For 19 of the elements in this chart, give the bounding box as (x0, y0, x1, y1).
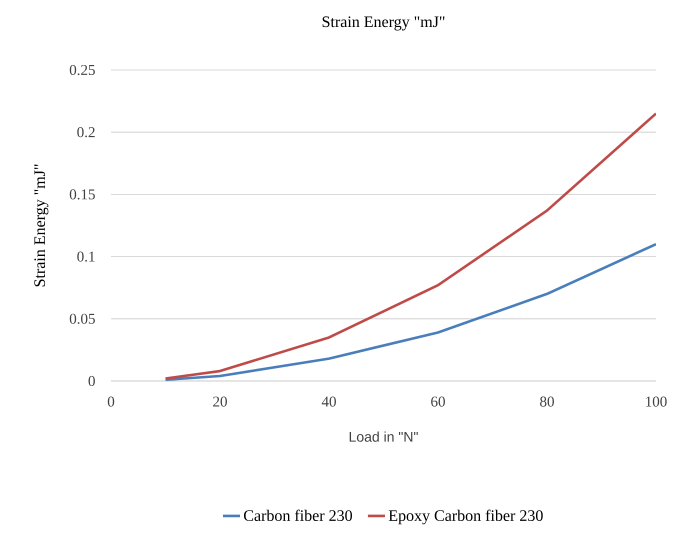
x-tick-label: 80 (540, 396, 554, 407)
line-series (164, 112, 656, 380)
y-tick-label: 0 (88, 376, 95, 386)
y-tick-label: 0.1 (77, 251, 95, 262)
y-tick-label: 0.25 (70, 64, 95, 76)
chart-title: Strain Energy "mJ" (322, 16, 444, 30)
y-axis-title: Strain Energy "mJ" (34, 164, 48, 286)
y-tick-label: 0.15 (70, 189, 95, 200)
y-tick-label: 0.05 (70, 314, 95, 324)
x-axis-title: Load in "N" (350, 432, 418, 442)
x-tick-label: 20 (213, 396, 227, 407)
legend-label: Carbon fiber 230 (244, 510, 352, 522)
y-tick-label: 0.2 (77, 127, 95, 138)
x-tick-label: 0 (108, 396, 114, 407)
x-tick-label: 100 (646, 396, 667, 407)
x-tick-label: 40 (322, 396, 336, 407)
x-tick-label: 60 (431, 396, 445, 407)
line-series (164, 242, 656, 381)
legend-label: Epoxy Carbon fiber 230 (388, 510, 543, 524)
